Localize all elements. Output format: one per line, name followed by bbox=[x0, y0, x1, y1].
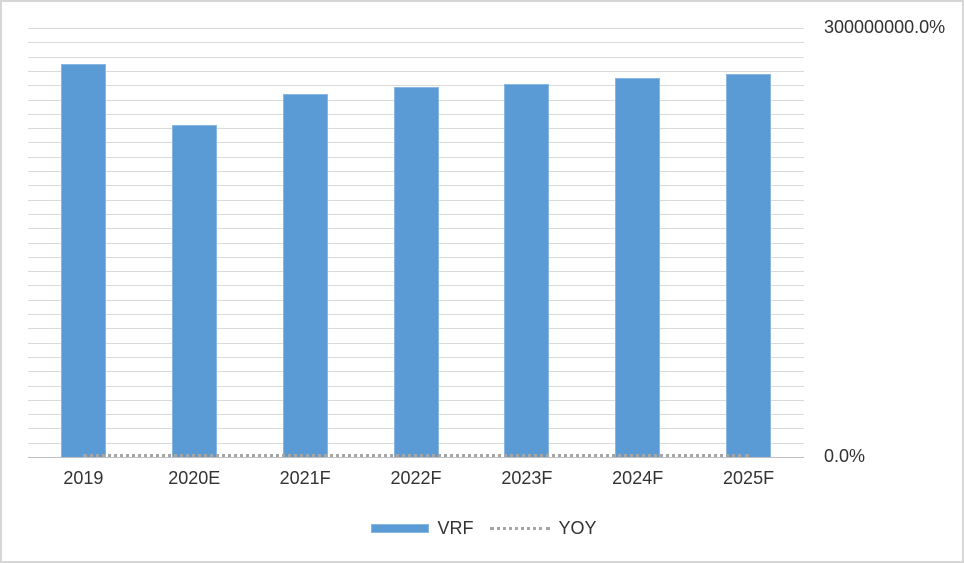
chart-legend: VRF YOY bbox=[2, 518, 962, 539]
legend-label-yoy: YOY bbox=[558, 518, 597, 538]
gridline bbox=[28, 70, 804, 72]
x-axis-label-2024F: 2024F bbox=[612, 468, 664, 488]
vrf-bar-2020E bbox=[171, 125, 217, 457]
vrf-bar-2025F bbox=[726, 73, 772, 457]
x-axis-label-2023F: 2023F bbox=[501, 468, 553, 488]
vrf-bar-2022F bbox=[393, 86, 439, 457]
x-axis-label-2020E: 2020E bbox=[168, 468, 221, 488]
plot-area bbox=[28, 28, 804, 458]
legend-item-yoy: YOY bbox=[490, 518, 597, 539]
x-axis-line bbox=[28, 457, 804, 458]
vrf-bar-2019 bbox=[60, 63, 106, 457]
gridline bbox=[28, 28, 804, 29]
vrf-bar-2024F bbox=[615, 78, 661, 457]
gridline bbox=[28, 42, 804, 44]
yoy-dotted-line-swatch-icon bbox=[490, 527, 551, 530]
vrf-bar-2023F bbox=[504, 83, 550, 457]
x-axis: 2019 2020E 2021F 2022F 2023F 2024F 2025F bbox=[28, 468, 804, 492]
y-axis-tick-label-max: 300000000.0% bbox=[824, 17, 946, 37]
gridline bbox=[28, 56, 804, 58]
legend-label-vrf: VRF bbox=[437, 518, 474, 538]
vrf-bar-swatch-icon bbox=[371, 524, 430, 533]
gridline bbox=[28, 85, 804, 87]
y-axis-tick-label-min: 0.0% bbox=[824, 446, 866, 466]
x-axis-label-2021F: 2021F bbox=[279, 468, 331, 488]
legend-item-vrf: VRF bbox=[371, 518, 473, 539]
x-axis-label-2022F: 2022F bbox=[390, 468, 442, 488]
vrf-bar-2021F bbox=[282, 93, 328, 457]
x-axis-label-2025F: 2025F bbox=[723, 468, 775, 488]
x-axis-label-2019: 2019 bbox=[63, 468, 104, 488]
yoy-line bbox=[83, 454, 749, 457]
